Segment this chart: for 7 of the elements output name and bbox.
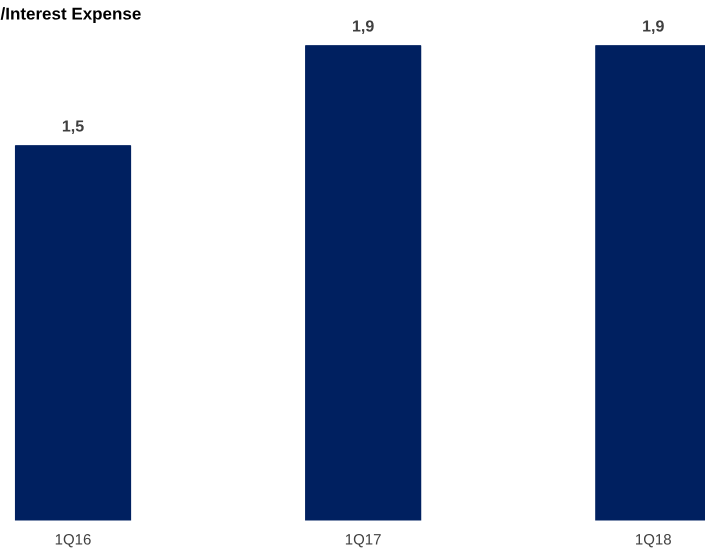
x-tick-label: 1Q17 [344,532,382,548]
chart-title: /Interest Expense [0,4,142,24]
data-label: 1,9 [642,18,664,36]
data-label: 1,9 [352,18,374,36]
x-tick-label: 1Q16 [54,532,92,548]
x-tick-label: 1Q18 [634,532,672,548]
data-label: 1,5 [62,118,84,136]
